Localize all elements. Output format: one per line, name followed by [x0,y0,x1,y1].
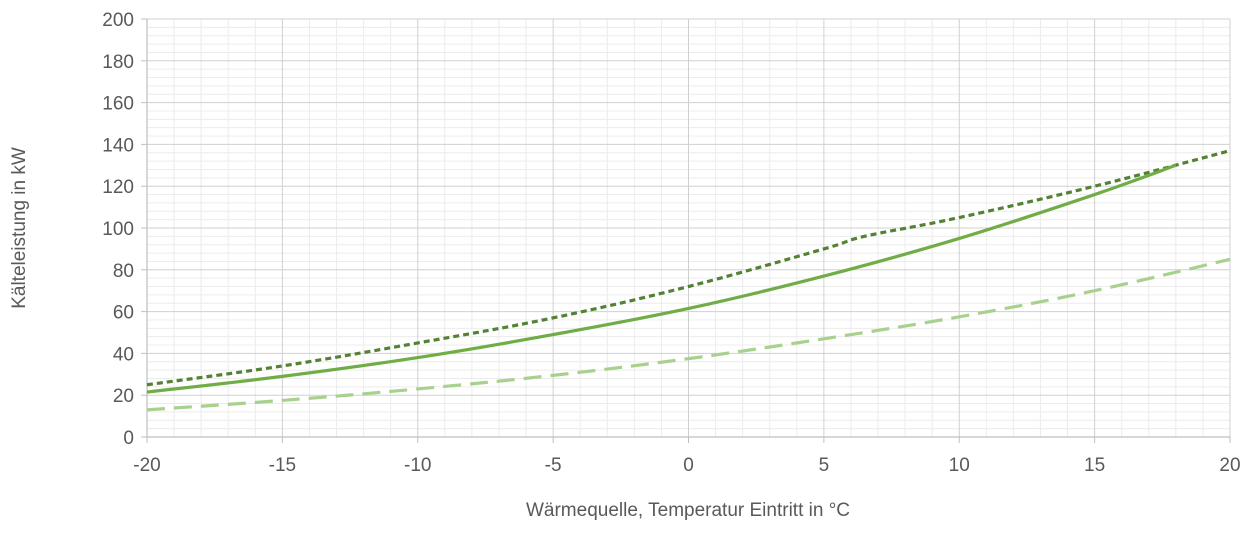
y-tick-label: 100 [102,219,134,240]
y-tick-label: 0 [123,428,134,449]
y-tick-label: 60 [113,303,134,324]
x-tick-label: -10 [404,455,431,476]
y-tick-labels: 0 20 40 60 80 100 120 140 160 180 200 [102,10,134,449]
x-tick-label: 0 [683,455,694,476]
series-line-3-dashed [146,257,1231,412]
y-tick-label: 160 [102,94,134,115]
x-tick-label: 20 [1219,455,1240,476]
x-tick-label: 10 [949,455,970,476]
major-grid [146,18,1231,438]
y-tick-label: 40 [113,344,134,365]
x-tick-label: 15 [1084,455,1105,476]
x-tick-labels: -20 -15 -10 -5 0 5 10 15 20 [133,455,1240,476]
y-tick-label: 80 [113,261,134,282]
x-tick-label: -5 [545,455,562,476]
y-tick-label: 180 [102,52,134,73]
y-tick-label: 140 [102,135,134,156]
y-tick-label: 20 [113,386,134,407]
series-layer [146,149,1231,412]
x-tick-label: 5 [819,455,830,476]
x-tick-label: -15 [269,455,296,476]
series-line-1-dotted [146,149,1231,387]
axis-lines [141,18,1231,443]
x-tick-label: -20 [133,455,160,476]
y-tick-label: 200 [102,10,134,31]
x-axis-title: Wärmequelle, Temperatur Eintritt in °C [526,500,850,521]
series-line-2-solid [146,163,1177,394]
y-axis-title: Kälteleistung in kW [9,147,30,309]
y-tick-label: 120 [102,177,134,198]
